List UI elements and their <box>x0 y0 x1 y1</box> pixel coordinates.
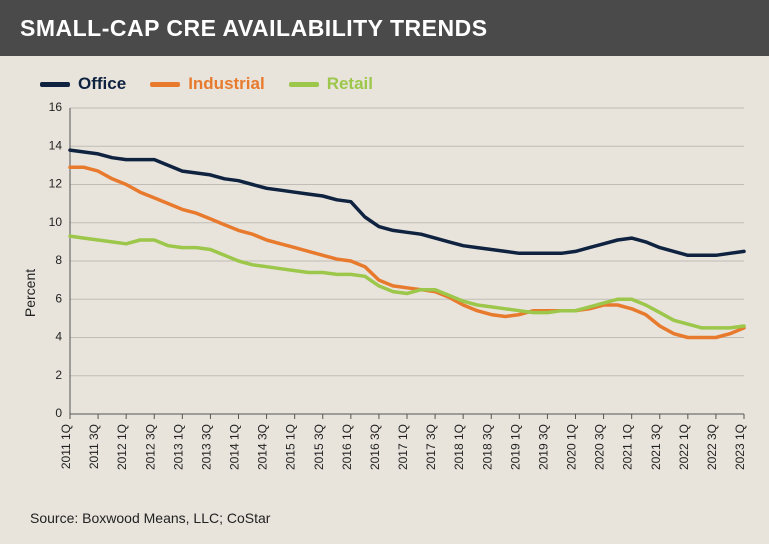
svg-text:2019 1Q: 2019 1Q <box>508 424 522 470</box>
svg-text:14: 14 <box>49 138 63 152</box>
svg-text:2022 3Q: 2022 3Q <box>705 424 719 470</box>
legend-swatch <box>150 82 180 87</box>
svg-text:12: 12 <box>49 177 63 191</box>
y-axis-label: Percent <box>22 269 38 317</box>
svg-text:2020 3Q: 2020 3Q <box>593 424 607 470</box>
legend-label: Office <box>78 74 126 94</box>
svg-text:2018 3Q: 2018 3Q <box>480 424 494 470</box>
legend-item: Office <box>40 74 126 94</box>
svg-text:2023 1Q: 2023 1Q <box>733 424 747 470</box>
svg-text:2022 1Q: 2022 1Q <box>677 424 691 470</box>
svg-text:2012 1Q: 2012 1Q <box>115 424 129 470</box>
legend-label: Retail <box>327 74 373 94</box>
svg-text:2014 1Q: 2014 1Q <box>228 424 242 470</box>
line-chart-svg: 0 2 4 6 8 10 12 14 16 2011 1Q 2011 3Q 2012 1Q 2012 3… <box>0 102 769 484</box>
svg-text:2012 3Q: 2012 3Q <box>143 424 157 470</box>
series-line-industrial <box>70 167 744 337</box>
svg-text:2: 2 <box>55 368 62 382</box>
chart-area: Percent 0 2 4 6 8 10 12 14 16 2011 1Q 2011 3Q 2012 … <box>0 102 769 484</box>
svg-text:4: 4 <box>55 330 62 344</box>
legend-item: Industrial <box>150 74 265 94</box>
chart-title: SMALL-CAP CRE AVAILABILITY TRENDS <box>20 15 488 42</box>
svg-text:2021 3Q: 2021 3Q <box>649 424 663 470</box>
svg-text:10: 10 <box>49 215 63 229</box>
svg-text:2018 1Q: 2018 1Q <box>452 424 466 470</box>
chart-container: SMALL-CAP CRE AVAILABILITY TRENDS Office… <box>0 0 769 544</box>
svg-text:2021 1Q: 2021 1Q <box>621 424 635 470</box>
legend-item: Retail <box>289 74 373 94</box>
svg-text:8: 8 <box>55 253 62 267</box>
svg-text:2013 1Q: 2013 1Q <box>171 424 185 470</box>
source-note: Source: Boxwood Means, LLC; CoStar <box>30 510 270 526</box>
title-bar: SMALL-CAP CRE AVAILABILITY TRENDS <box>0 0 769 56</box>
series-line-office <box>70 150 744 255</box>
svg-text:2013 3Q: 2013 3Q <box>199 424 213 470</box>
svg-text:2020 1Q: 2020 1Q <box>565 424 579 470</box>
svg-text:2011 3Q: 2011 3Q <box>87 424 101 469</box>
legend: Office Industrial Retail <box>0 56 769 102</box>
legend-swatch <box>289 82 319 87</box>
svg-text:2017 1Q: 2017 1Q <box>396 424 410 470</box>
svg-text:2016 3Q: 2016 3Q <box>368 424 382 470</box>
legend-label: Industrial <box>188 74 265 94</box>
svg-text:2016 1Q: 2016 1Q <box>340 424 354 470</box>
legend-swatch <box>40 82 70 87</box>
svg-text:2015 3Q: 2015 3Q <box>312 424 326 470</box>
svg-text:2015 1Q: 2015 1Q <box>284 424 298 470</box>
svg-text:2019 3Q: 2019 3Q <box>536 424 550 470</box>
svg-text:16: 16 <box>49 102 63 114</box>
svg-text:2014 3Q: 2014 3Q <box>256 424 270 470</box>
svg-text:2011 1Q: 2011 1Q <box>59 424 73 469</box>
svg-text:6: 6 <box>55 291 62 305</box>
svg-text:0: 0 <box>55 406 62 420</box>
svg-text:2017 3Q: 2017 3Q <box>424 424 438 470</box>
